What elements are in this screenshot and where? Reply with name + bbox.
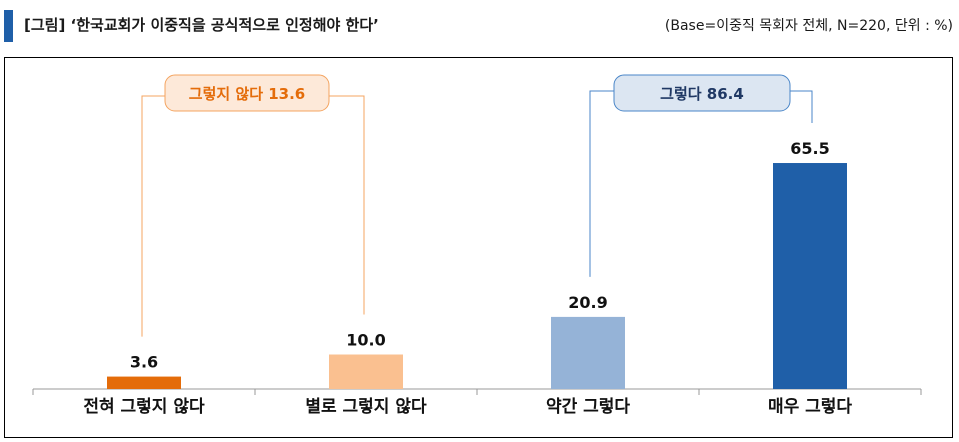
category-label-1: 전혀 그렇지 않다 — [83, 397, 205, 417]
group-bracket-left-2 — [589, 90, 614, 277]
group-label-2: 그렇다 86.4 — [660, 85, 744, 103]
group-label-box-1 — [164, 74, 330, 112]
bar-3 — [551, 316, 625, 389]
value-label-4: 65.5 — [790, 139, 829, 158]
bar-4 — [773, 163, 847, 389]
title-accent-bar — [4, 10, 13, 42]
category-label-3: 약간 그렇다 — [546, 396, 630, 417]
bar-1 — [107, 376, 181, 389]
group-label-box-2 — [613, 74, 791, 112]
header: [그림] ‘한국교회가 이중직을 공식적으로 인정해야 한다’ (Base=이중… — [0, 0, 959, 48]
category-label-2: 별로 그렇지 않다 — [305, 397, 427, 417]
group-bracket-right-2 — [790, 90, 813, 124]
figure-title: [그림] ‘한국교회가 이중직을 공식적으로 인정해야 한다’ — [24, 16, 379, 34]
group-label-1: 그렇지 않다 13.6 — [189, 85, 305, 103]
group-bracket-left-1 — [141, 95, 165, 337]
value-label-3: 20.9 — [568, 293, 607, 312]
value-label-1: 3.6 — [130, 353, 158, 372]
category-label-4: 매우 그렇다 — [768, 397, 852, 417]
value-label-2: 10.0 — [346, 331, 385, 350]
base-note: (Base=이중직 목회자 전체, N=220, 단위 : %) — [664, 18, 953, 34]
group-bracket-right-1 — [329, 95, 365, 315]
bar-2 — [329, 354, 403, 389]
chart-frame — [4, 57, 953, 438]
